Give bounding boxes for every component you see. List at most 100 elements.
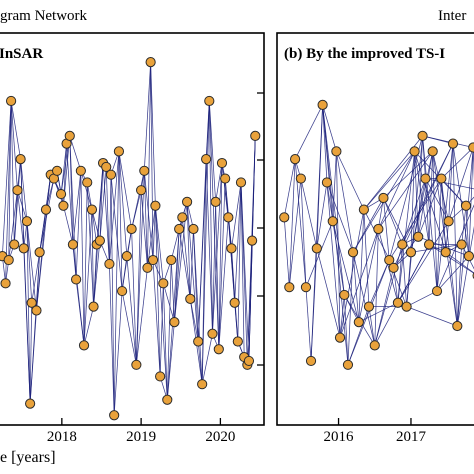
panel-a-edge bbox=[105, 166, 110, 264]
panel-a-edge bbox=[113, 151, 120, 416]
panel-a-edge bbox=[91, 209, 101, 241]
panel-a-edge bbox=[155, 205, 168, 400]
panel-a-edge bbox=[121, 291, 137, 365]
panel-a-edge bbox=[152, 205, 156, 261]
panel-a-edge bbox=[159, 283, 164, 377]
panel-b-node bbox=[417, 130, 428, 141]
panel-b-edge bbox=[436, 255, 470, 292]
panel-a-edge bbox=[26, 221, 37, 311]
panel-b-edge bbox=[378, 151, 415, 230]
panel-a-node bbox=[188, 223, 199, 235]
panel-a-nodes bbox=[0, 57, 261, 421]
panel-b-edge bbox=[422, 135, 438, 292]
panel-b-edge bbox=[383, 197, 403, 245]
panel-a-xtick-label: 2020 bbox=[205, 429, 235, 445]
panel-a-edge bbox=[166, 260, 172, 400]
panel-a-edge bbox=[5, 100, 12, 284]
panel-a-node bbox=[250, 130, 261, 141]
panel-a-node bbox=[15, 154, 26, 165]
panel-b-edge bbox=[332, 221, 345, 296]
panel-a-edge bbox=[69, 135, 77, 280]
panel-b-node bbox=[321, 177, 333, 188]
panel-b-edge bbox=[388, 135, 423, 261]
panel-b-edge bbox=[305, 287, 312, 361]
panel-a-node bbox=[126, 223, 137, 235]
panel-b-node bbox=[311, 243, 322, 254]
panel-a-edge bbox=[13, 159, 21, 245]
panel-a-edge bbox=[20, 159, 28, 222]
panel-b-node bbox=[401, 301, 412, 312]
panel-b-node bbox=[300, 282, 312, 293]
panel-b-node bbox=[420, 173, 431, 184]
panel-a-edge bbox=[150, 62, 156, 206]
panel-b-edge bbox=[322, 104, 349, 365]
panel-a-edge bbox=[86, 182, 94, 307]
panel-b-edge bbox=[406, 290, 438, 307]
panel-a-edge bbox=[201, 100, 210, 385]
panel-b-edge bbox=[383, 197, 390, 261]
panel-b-edge bbox=[383, 151, 433, 199]
panel-b-node bbox=[384, 254, 395, 266]
panel-a-node bbox=[94, 235, 105, 246]
panel-a-edge bbox=[174, 201, 188, 323]
panel-a-edge bbox=[83, 209, 93, 346]
panel-b-edge bbox=[436, 178, 442, 292]
panel-b-node bbox=[305, 355, 317, 367]
panel-b-edge bbox=[358, 302, 399, 323]
panel-b-node bbox=[369, 340, 380, 351]
panel-a-edge bbox=[152, 260, 161, 377]
panel-a-edge bbox=[118, 151, 128, 257]
panel-a-node bbox=[12, 185, 23, 196]
panel-b-node bbox=[423, 239, 435, 250]
panel-b-edge bbox=[461, 205, 467, 245]
panel-a-edge bbox=[143, 62, 152, 171]
panel-b-node bbox=[331, 146, 342, 157]
panel-a-edge bbox=[109, 151, 120, 264]
panel-a-node bbox=[229, 297, 240, 308]
panel-a-frame bbox=[0, 32, 265, 426]
panel-a-edge bbox=[218, 178, 226, 350]
panel-a-node bbox=[58, 200, 69, 211]
panel-a-edge bbox=[240, 182, 245, 358]
panel-b-node bbox=[431, 285, 443, 297]
panel-a-edge bbox=[178, 228, 191, 299]
panel-b-node bbox=[358, 204, 369, 215]
panel-b-edge bbox=[336, 151, 365, 210]
panel-b-edge bbox=[456, 244, 463, 327]
panel-a-node bbox=[197, 379, 208, 390]
panel-a-node bbox=[139, 165, 150, 176]
panel-a-node bbox=[26, 297, 37, 308]
panel-a-node bbox=[18, 243, 29, 254]
panel-a-edge bbox=[17, 190, 28, 222]
panel-b-node bbox=[317, 99, 328, 110]
panel-a-edge bbox=[227, 217, 239, 342]
panel-a-node bbox=[158, 278, 169, 289]
panel-a-node bbox=[136, 185, 147, 196]
panel-a-edge bbox=[162, 283, 168, 400]
panel-a-edge bbox=[201, 333, 213, 385]
panel-b-edge bbox=[288, 178, 302, 288]
panel-b-node bbox=[409, 146, 420, 157]
panel-b-edge bbox=[441, 147, 474, 179]
panel-a-edge bbox=[205, 159, 213, 334]
panel-b-edge bbox=[445, 251, 474, 274]
panel-a-edge bbox=[246, 135, 256, 365]
panel-a: -InSAR 2018 2019 2020 bbox=[0, 32, 265, 445]
panel-b-edge bbox=[283, 217, 290, 288]
panel-a-edge bbox=[126, 256, 137, 365]
panel-b-node bbox=[463, 251, 474, 262]
panel-a-edge bbox=[109, 263, 115, 416]
panel-b-node bbox=[388, 262, 399, 273]
panel-b-node bbox=[447, 138, 459, 149]
panel-b-edge bbox=[326, 182, 354, 253]
panel-b-node bbox=[363, 301, 375, 312]
panel-b-node bbox=[334, 332, 346, 343]
panel-a-node bbox=[213, 344, 224, 355]
panel-a-node bbox=[201, 154, 212, 165]
panel-b-node bbox=[284, 282, 295, 293]
panel-a-node bbox=[147, 254, 159, 266]
panel-b-edge bbox=[322, 104, 328, 183]
panel-b-node bbox=[339, 289, 350, 301]
panel-b-edge bbox=[283, 159, 296, 218]
panel-a-node bbox=[216, 157, 228, 169]
